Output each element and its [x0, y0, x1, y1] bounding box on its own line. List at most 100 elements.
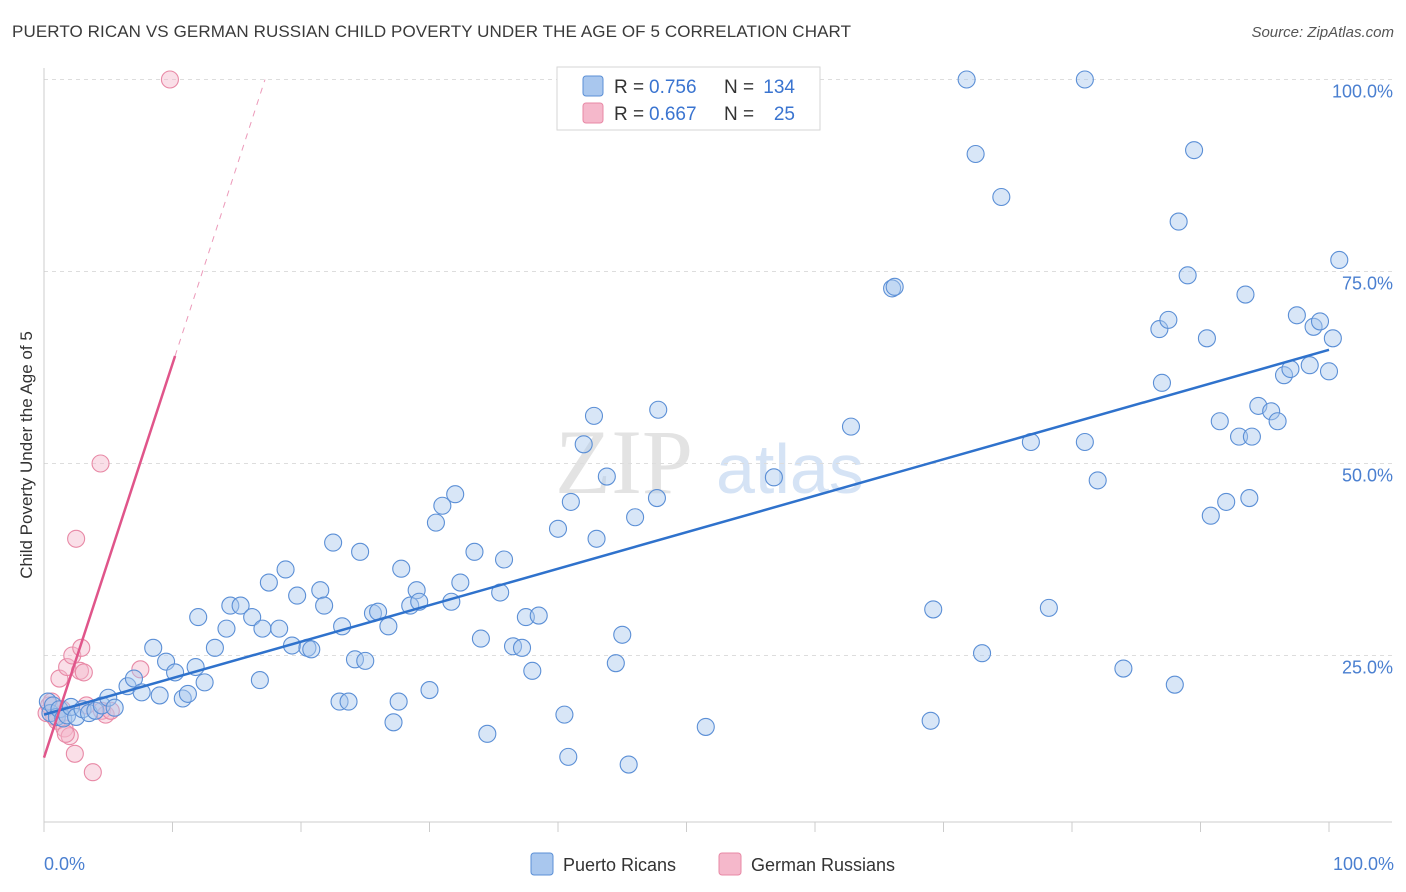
german-russians-point-22 — [91, 454, 110, 473]
puerto-ricans-point-30 — [231, 596, 250, 615]
source-credit: Source: ZipAtlas.com — [1251, 24, 1394, 41]
legend-r-label-blue: R = — [614, 77, 644, 98]
y-tick-label-25: 25.0% — [1342, 658, 1393, 678]
puerto-ricans-point-117 — [1230, 427, 1249, 446]
puerto-ricans-point-89 — [696, 717, 715, 736]
y-tick-label-100: 100.0% — [1332, 82, 1393, 102]
x-tick-label-min: 0.0% — [44, 854, 85, 874]
puerto-ricans-point-113 — [1197, 329, 1216, 348]
puerto-ricans-point-131 — [1323, 329, 1342, 348]
german-russians-trend-extension — [174, 79, 266, 357]
puerto-ricans-point-70 — [503, 637, 523, 656]
puerto-ricans-point-32 — [250, 671, 269, 690]
puerto-ricans-point-88 — [647, 489, 666, 508]
puerto-ricans-point-85 — [619, 755, 638, 774]
puerto-ricans-point-36 — [276, 560, 295, 579]
puerto-ricans-point-91 — [841, 417, 861, 436]
correlation-legend: R = 0.756 N = 134 R = 0.667 N = 25 — [556, 66, 821, 131]
puerto-ricans-point-42 — [315, 596, 334, 615]
german-russians-points — [37, 70, 179, 782]
puerto-ricans-point-77 — [559, 747, 578, 766]
puerto-ricans-point-115 — [1210, 412, 1229, 431]
puerto-ricans-point-79 — [574, 435, 593, 454]
puerto-ricans-point-95 — [924, 600, 943, 619]
puerto-ricans-point-41 — [311, 581, 330, 600]
puerto-ricans-point-31 — [243, 608, 262, 627]
puerto-ricans-point-71 — [512, 638, 532, 657]
puerto-ricans-point-53 — [384, 713, 403, 732]
german-russians-trend-line — [42, 355, 177, 759]
puerto-ricans-point-40 — [302, 640, 321, 659]
puerto-ricans-point-123 — [1268, 412, 1287, 431]
puerto-ricans-point-18 — [144, 638, 163, 657]
legend-r-value-pink: 0.667 — [649, 104, 697, 125]
puerto-ricans-point-86 — [626, 508, 645, 527]
puerto-ricans-trend-line — [43, 348, 1330, 716]
puerto-ricans-point-118 — [1236, 285, 1255, 304]
puerto-ricans-point-23 — [178, 684, 197, 703]
puerto-ricans-point-76 — [555, 705, 574, 724]
puerto-ricans-point-114 — [1201, 506, 1220, 525]
legend-n-value-blue: 134 — [763, 77, 795, 98]
german-russians-point-18 — [83, 763, 102, 782]
puerto-ricans-point-96 — [957, 70, 976, 89]
legend-n-value-pink: 25 — [774, 104, 795, 125]
x-tick-label-max: 100.0% — [1333, 854, 1394, 874]
y-tick-label-75: 75.0% — [1342, 274, 1393, 294]
puerto-ricans-point-101 — [1039, 598, 1058, 617]
puerto-ricans-point-26 — [189, 608, 208, 627]
puerto-ricans-point-28 — [217, 619, 236, 638]
puerto-ricans-point-48 — [351, 542, 370, 561]
legend-n-label-pink: N = — [724, 104, 754, 125]
german-russians-point-13 — [67, 529, 86, 548]
puerto-ricans-point-81 — [587, 529, 606, 548]
puerto-ricans-point-107 — [1152, 373, 1171, 392]
puerto-ricans-point-80 — [584, 406, 604, 425]
puerto-ricans-point-78 — [561, 492, 580, 511]
series-swatch-puerto-ricans — [530, 852, 554, 876]
series-label-german-russians: German Russians — [751, 855, 895, 875]
puerto-ricans-point-43 — [324, 533, 343, 552]
watermark: ZIP atlas — [555, 411, 864, 513]
puerto-ricans-point-69 — [494, 550, 514, 569]
puerto-ricans-point-29 — [221, 596, 240, 615]
puerto-ricans-point-49 — [356, 651, 375, 670]
puerto-ricans-point-55 — [392, 559, 411, 578]
puerto-ricans-point-67 — [478, 724, 497, 743]
puerto-ricans-point-111 — [1178, 266, 1197, 285]
puerto-ricans-point-130 — [1319, 362, 1339, 381]
puerto-ricans-point-20 — [150, 686, 169, 705]
puerto-ricans-point-112 — [1185, 141, 1204, 160]
series-swatch-german-russians — [718, 852, 742, 876]
puerto-ricans-point-93 — [885, 277, 904, 296]
puerto-ricans-point-66 — [471, 629, 490, 648]
puerto-ricans-point-97 — [966, 144, 985, 164]
puerto-ricans-point-25 — [195, 673, 214, 692]
puerto-ricans-point-122 — [1262, 402, 1281, 421]
legend-swatch-pink — [582, 102, 604, 124]
puerto-ricans-point-109 — [1165, 675, 1184, 694]
puerto-ricans-point-103 — [1075, 70, 1094, 89]
y-tick-label-50: 50.0% — [1342, 466, 1393, 486]
x-axis-ticks — [43, 822, 1330, 832]
puerto-ricans-point-110 — [1169, 212, 1188, 231]
puerto-ricans-point-99 — [992, 187, 1011, 207]
puerto-ricans-point-90 — [764, 468, 783, 487]
watermark-atlas: atlas — [716, 430, 864, 508]
german-russians-point-15 — [72, 638, 91, 657]
puerto-ricans-point-83 — [606, 654, 625, 673]
puerto-ricans-point-116 — [1217, 492, 1236, 511]
puerto-ricans-point-64 — [451, 573, 470, 592]
puerto-ricans-point-74 — [529, 606, 548, 625]
puerto-ricans-point-87 — [649, 400, 668, 419]
puerto-ricans-point-34 — [259, 573, 278, 592]
puerto-ricans-point-62 — [446, 485, 465, 504]
puerto-ricans-point-65 — [465, 542, 484, 561]
puerto-ricans-point-16 — [124, 669, 143, 688]
puerto-ricans-point-98 — [972, 644, 992, 663]
y-axis-label: Child Poverty Under the Age of 5 — [17, 331, 36, 579]
puerto-ricans-point-126 — [1287, 306, 1306, 325]
puerto-ricans-point-108 — [1159, 310, 1178, 329]
puerto-ricans-point-129 — [1310, 312, 1330, 331]
